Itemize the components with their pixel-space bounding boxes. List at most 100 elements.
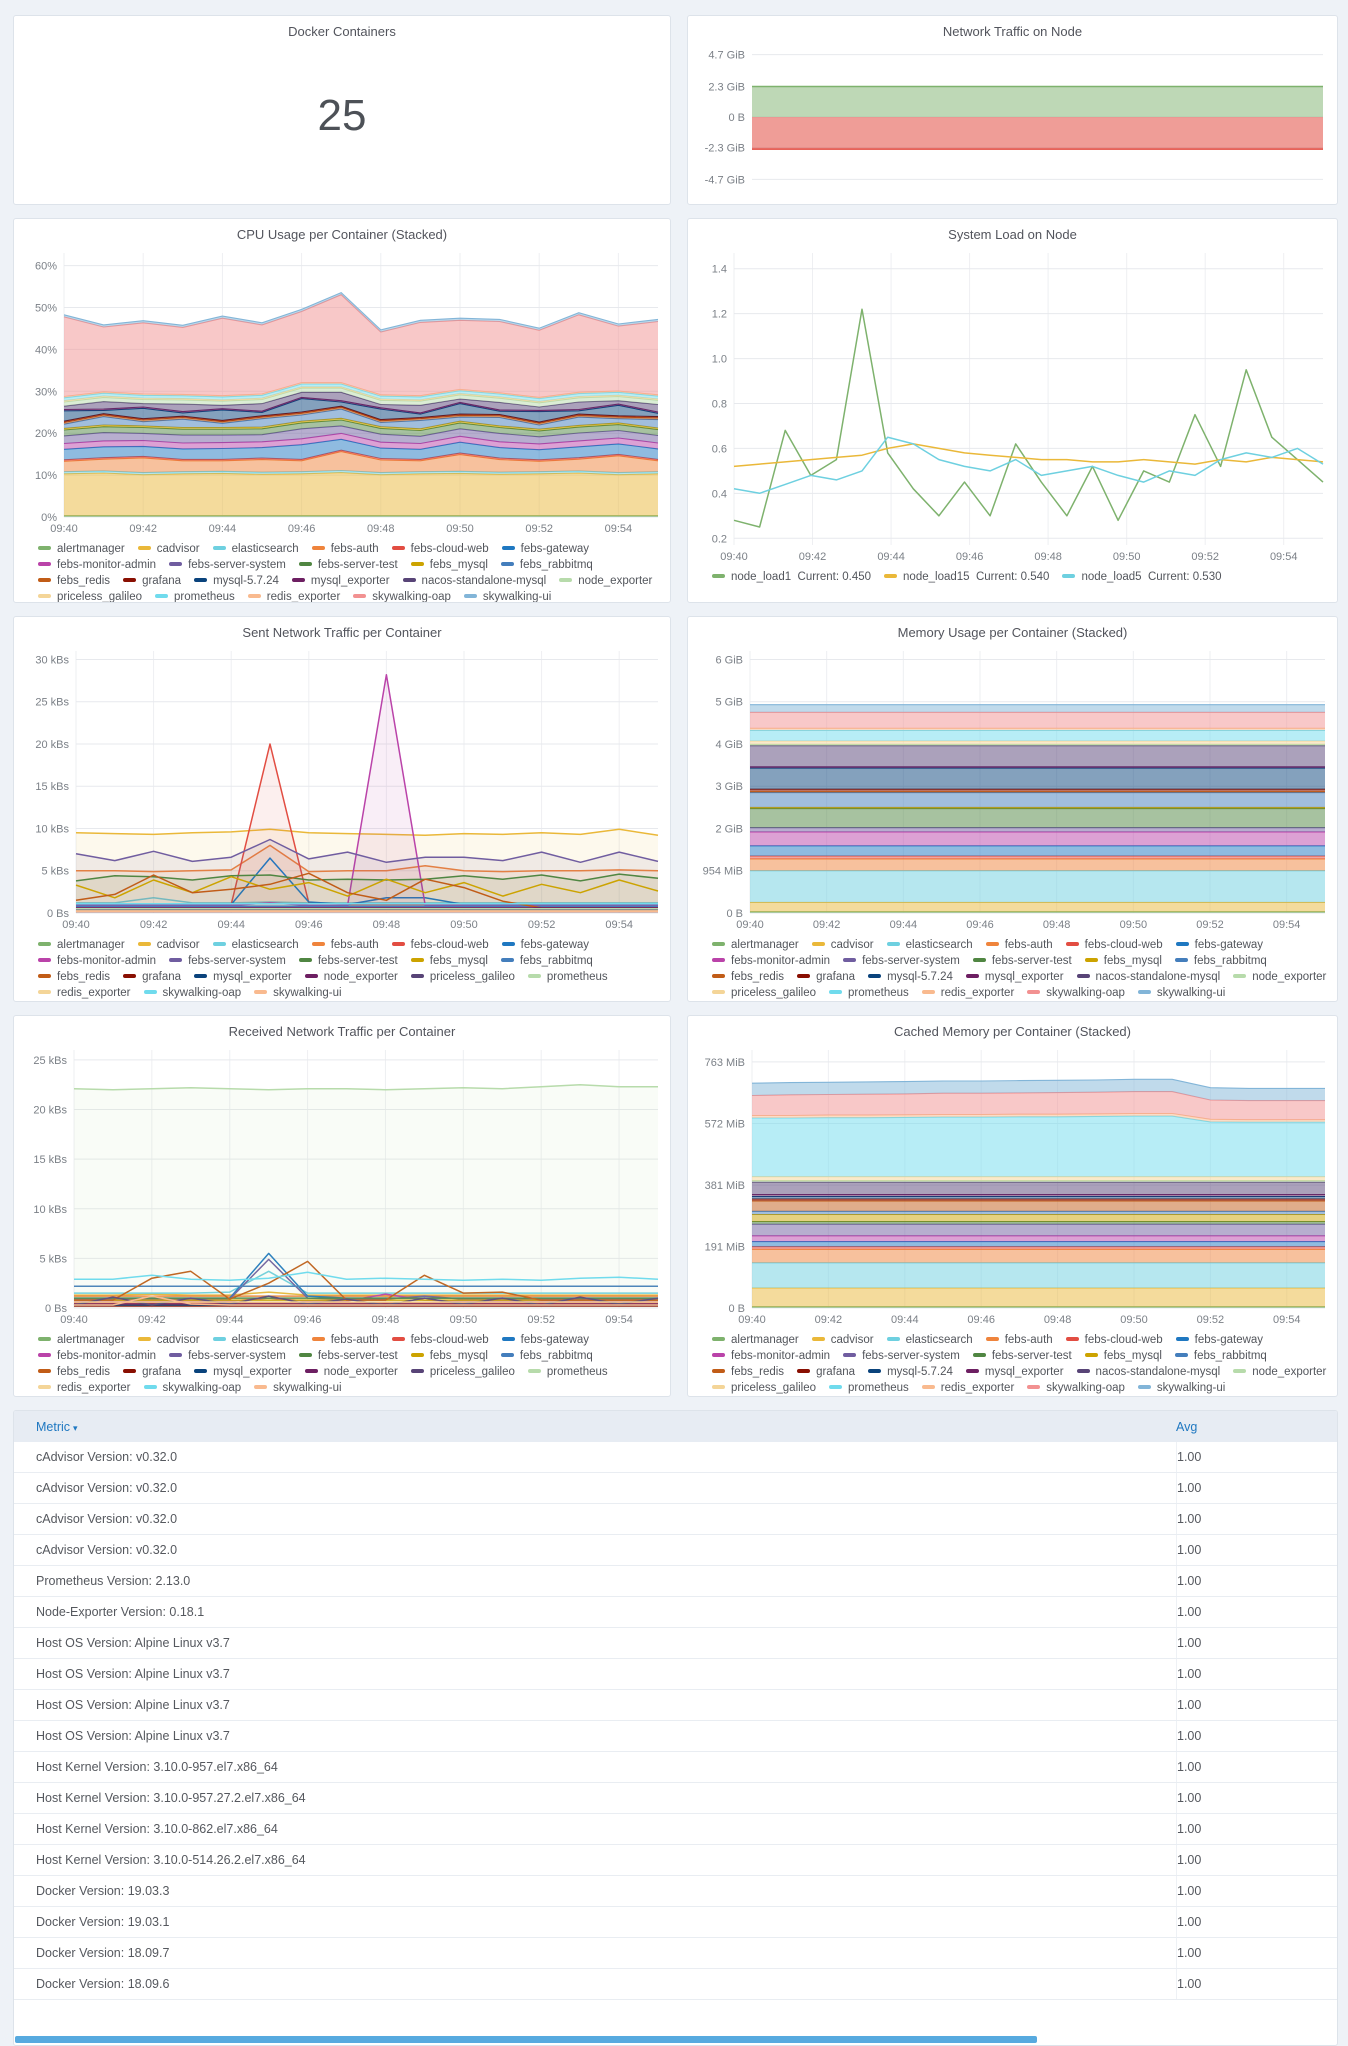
- legend-item[interactable]: febs-auth: [985, 938, 1053, 953]
- legend-item[interactable]: alertmanager: [712, 938, 799, 953]
- legend-item[interactable]: febs-gateway: [501, 938, 589, 953]
- legend-item[interactable]: mysql_exporter: [965, 1365, 1064, 1380]
- legend-item[interactable]: grafana: [123, 970, 181, 985]
- legend-item[interactable]: febs-monitor-admin: [38, 954, 156, 969]
- legend-item[interactable]: febs-server-test: [298, 558, 398, 573]
- legend-item[interactable]: cadvisor: [137, 938, 200, 953]
- legend-item[interactable]: mysql_exporter: [194, 970, 292, 985]
- panel-title[interactable]: Network Traffic on Node: [942, 24, 1083, 39]
- legend-item[interactable]: febs-auth: [311, 1333, 379, 1348]
- legend-item[interactable]: febs_rabbitmq: [500, 1349, 593, 1364]
- legend-item[interactable]: febs-auth: [311, 938, 379, 953]
- sent-traffic-chart[interactable]: 09:40 09:42 09:44 09:46 09:48 09:50 09:52 09:54…: [14, 643, 670, 935]
- legend-item[interactable]: mysql_exporter: [965, 970, 1064, 985]
- legend-item[interactable]: priceless_galileo: [410, 970, 515, 985]
- legend-item[interactable]: prometheus: [829, 986, 909, 1001]
- legend-item[interactable]: skywalking-oap: [353, 590, 451, 602]
- table-header-metric[interactable]: Metric ▾: [36, 1419, 78, 1434]
- legend-item[interactable]: alertmanager: [712, 1333, 799, 1348]
- legend-item[interactable]: prometheus: [829, 1381, 909, 1396]
- legend-item[interactable]: febs_rabbitmq: [500, 558, 593, 573]
- panel-title[interactable]: CPU Usage per Container (Stacked): [236, 227, 448, 242]
- legend-item[interactable]: febs-gateway: [501, 1333, 589, 1348]
- legend-item[interactable]: nacos-standalone-mysql: [402, 574, 546, 589]
- legend-item[interactable]: cadvisor: [811, 938, 874, 953]
- legend-item[interactable]: node_exporter: [1233, 970, 1326, 985]
- legend-item[interactable]: mysql_exporter: [194, 1365, 292, 1380]
- legend-item[interactable]: febs-server-system: [169, 1349, 286, 1364]
- legend-item[interactable]: febs-auth: [311, 542, 379, 557]
- panel-title[interactable]: Cached Memory per Container (Stacked): [894, 1024, 1131, 1039]
- legend-item[interactable]: mysql-5.7.24: [194, 574, 279, 589]
- legend-item[interactable]: elasticsearch: [212, 938, 299, 953]
- legend-item[interactable]: elasticsearch: [212, 1333, 299, 1348]
- legend-item[interactable]: prometheus: [527, 970, 608, 985]
- legend-item[interactable]: skywalking-oap: [143, 1381, 241, 1396]
- received-traffic-chart[interactable]: 09:40 09:42 09:44 09:46 09:48 09:50 09:52 09:54…: [14, 1042, 670, 1330]
- legend-item[interactable]: cadvisor: [137, 542, 200, 557]
- table-scrollbar[interactable]: [15, 2036, 1037, 2043]
- legend-item[interactable]: febs_rabbitmq: [500, 954, 593, 969]
- legend-item[interactable]: febs-server-system: [843, 1349, 960, 1364]
- legend-item[interactable]: febs-monitor-admin: [38, 558, 156, 573]
- legend-item[interactable]: redis_exporter: [921, 986, 1014, 1001]
- legend-item[interactable]: febs-cloud-web: [1065, 938, 1163, 953]
- legend-item[interactable]: grafana: [123, 1365, 181, 1380]
- legend-item[interactable]: febs-cloud-web: [391, 542, 489, 557]
- legend-item[interactable]: node_exporter: [304, 970, 398, 985]
- legend-item[interactable]: febs-monitor-admin: [712, 1349, 830, 1364]
- legend-item[interactable]: priceless_galileo: [712, 986, 816, 1001]
- legend-item[interactable]: prometheus: [155, 590, 235, 602]
- legend-item[interactable]: febs-cloud-web: [391, 938, 489, 953]
- panel-title[interactable]: Memory Usage per Container (Stacked): [897, 625, 1128, 640]
- legend-item[interactable]: febs-server-system: [169, 558, 286, 573]
- legend-item[interactable]: nacos-standalone-mysql: [1076, 1365, 1220, 1380]
- legend-item[interactable]: node_load15 Current: 0.540: [884, 570, 1049, 585]
- legend-item[interactable]: alertmanager: [38, 1333, 125, 1348]
- legend-item[interactable]: redis_exporter: [921, 1381, 1014, 1396]
- system-load-chart[interactable]: 09:40 09:42 09:44 09:46 09:48 09:50 09:52 09:54…: [688, 245, 1337, 567]
- panel-title[interactable]: Sent Network Traffic per Container: [242, 625, 442, 640]
- legend-item[interactable]: febs_rabbitmq: [1174, 954, 1267, 969]
- legend-item[interactable]: febs_redis: [38, 574, 110, 589]
- network-traffic-node-chart[interactable]: 4.7 GiB 2.3 GiB 0 B -2.3 GiB -4.7 GiB: [688, 42, 1337, 194]
- panel-title[interactable]: System Load on Node: [948, 227, 1077, 242]
- legend-item[interactable]: febs_mysql: [1084, 954, 1162, 969]
- legend-item[interactable]: febs-gateway: [501, 542, 589, 557]
- legend-item[interactable]: redis_exporter: [247, 590, 340, 602]
- legend-item[interactable]: grafana: [123, 574, 181, 589]
- legend-item[interactable]: redis_exporter: [38, 1381, 131, 1396]
- legend-item[interactable]: skywalking-oap: [1027, 1381, 1125, 1396]
- legend-item[interactable]: febs_rabbitmq: [1174, 1349, 1267, 1364]
- legend-item[interactable]: febs_redis: [712, 970, 784, 985]
- legend-item[interactable]: febs-server-test: [298, 1349, 398, 1364]
- legend-item[interactable]: elasticsearch: [212, 542, 299, 557]
- legend-item[interactable]: febs-cloud-web: [391, 1333, 489, 1348]
- panel-title[interactable]: Docker Containers: [288, 24, 396, 39]
- legend-item[interactable]: febs-server-test: [972, 1349, 1072, 1364]
- legend-item[interactable]: skywalking-oap: [143, 986, 241, 1001]
- legend-item[interactable]: febs-server-system: [843, 954, 960, 969]
- legend-item[interactable]: febs-auth: [985, 1333, 1053, 1348]
- legend-item[interactable]: priceless_galileo: [712, 1381, 816, 1396]
- legend-item[interactable]: skywalking-ui: [463, 590, 551, 602]
- legend-item[interactable]: skywalking-ui: [254, 1381, 342, 1396]
- legend-item[interactable]: nacos-standalone-mysql: [1076, 970, 1220, 985]
- legend-item[interactable]: elasticsearch: [886, 938, 973, 953]
- legend-item[interactable]: febs_mysql: [410, 1349, 488, 1364]
- legend-item[interactable]: febs-server-system: [169, 954, 286, 969]
- legend-item[interactable]: skywalking-oap: [1027, 986, 1125, 1001]
- legend-item[interactable]: febs-server-test: [972, 954, 1072, 969]
- legend-item[interactable]: mysql_exporter: [291, 574, 390, 589]
- legend-item[interactable]: febs-server-test: [298, 954, 398, 969]
- legend-item[interactable]: cadvisor: [811, 1333, 874, 1348]
- legend-item[interactable]: prometheus: [527, 1365, 608, 1380]
- legend-item[interactable]: febs_redis: [38, 1365, 110, 1380]
- cpu-usage-chart[interactable]: 09:40 09:42 09:44 09:46 09:48 09:50 09:52 09:54…: [14, 245, 670, 539]
- legend-item[interactable]: node_load5 Current: 0.530: [1062, 570, 1221, 585]
- legend-item[interactable]: priceless_galileo: [38, 590, 142, 602]
- legend-item[interactable]: cadvisor: [137, 1333, 200, 1348]
- legend-item[interactable]: node_exporter: [1233, 1365, 1326, 1380]
- legend-item[interactable]: redis_exporter: [38, 986, 131, 1001]
- legend-item[interactable]: skywalking-ui: [1137, 986, 1225, 1001]
